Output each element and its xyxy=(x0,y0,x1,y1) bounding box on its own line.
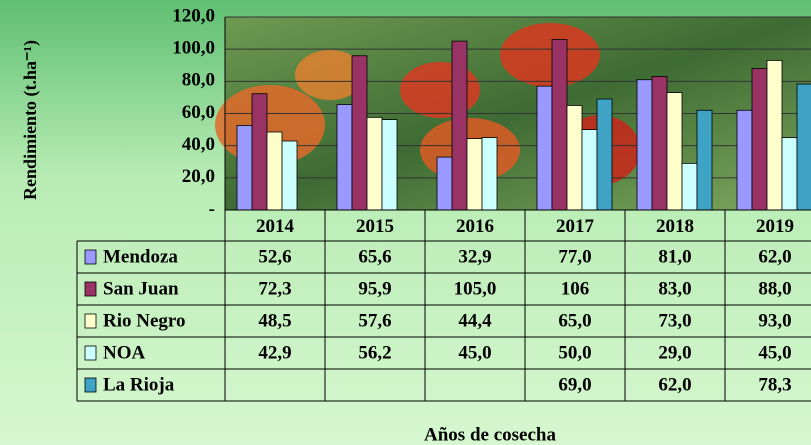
x-axis-title: Años de cosecha xyxy=(424,424,556,445)
bar xyxy=(597,99,612,210)
bar xyxy=(252,94,267,210)
data-label: 29,0 xyxy=(658,342,691,363)
data-label: 72,3 xyxy=(258,278,291,299)
legend-swatch xyxy=(85,346,96,360)
bar xyxy=(452,41,467,210)
data-label: 81,0 xyxy=(658,246,691,267)
y-tick-label: 40,0 xyxy=(182,134,215,155)
bar xyxy=(737,110,752,210)
y-tick-label: - xyxy=(209,198,215,219)
legend-label: NOA xyxy=(103,342,146,363)
bar xyxy=(767,60,782,210)
data-label: 65,6 xyxy=(358,246,391,267)
bar xyxy=(582,130,597,210)
bar xyxy=(382,120,397,210)
x-tick-label: 2014 xyxy=(256,216,295,237)
data-label: 62,0 xyxy=(758,246,791,267)
data-label: 93,0 xyxy=(758,310,791,331)
page: Rendimiento (t.ha⁻¹) Años de cosecha - 20… xyxy=(0,0,811,445)
legend-label: La Rioja xyxy=(103,374,175,395)
data-label: 44,4 xyxy=(458,310,492,331)
data-label: 88,0 xyxy=(758,278,791,299)
data-label: 65,0 xyxy=(558,310,591,331)
data-label: 95,9 xyxy=(358,278,391,299)
bar xyxy=(467,139,482,210)
bar xyxy=(637,80,652,210)
legend-label: Mendoza xyxy=(103,246,178,267)
data-label: 52,6 xyxy=(258,246,291,267)
y-tick-label: 60,0 xyxy=(182,102,215,123)
y-tick-label: 120,0 xyxy=(172,5,215,26)
bar xyxy=(652,77,667,210)
bar xyxy=(797,84,811,210)
bar xyxy=(282,141,297,210)
x-tick-label: 2018 xyxy=(656,216,694,237)
data-label: 78,3 xyxy=(758,374,791,395)
data-label: 69,0 xyxy=(558,374,591,395)
bar xyxy=(752,68,767,210)
y-tick-label: 80,0 xyxy=(182,70,215,91)
legend-label: Rio Negro xyxy=(103,310,186,331)
data-label: 105,0 xyxy=(454,278,497,299)
bar xyxy=(482,138,497,210)
y-tick-label: 100,0 xyxy=(172,38,215,59)
x-tick-label: 2017 xyxy=(556,216,595,237)
bar xyxy=(537,86,552,210)
bar xyxy=(237,125,252,210)
bar xyxy=(337,104,352,210)
data-label: 45,0 xyxy=(758,342,791,363)
y-tick-label: 20,0 xyxy=(182,166,215,187)
chart: Rendimiento (t.ha⁻¹) Años de cosecha - 20… xyxy=(0,0,811,445)
x-tick-label: 2016 xyxy=(456,216,494,237)
bar xyxy=(552,40,567,210)
bar xyxy=(267,132,282,210)
data-label: 50,0 xyxy=(558,342,591,363)
x-tick-label: 2019 xyxy=(756,216,794,237)
bar xyxy=(367,117,382,210)
bar xyxy=(682,163,697,210)
data-label: 56,2 xyxy=(358,342,391,363)
data-label: 77,0 xyxy=(558,246,591,267)
data-label: 45,0 xyxy=(458,342,491,363)
data-label: 62,0 xyxy=(658,374,691,395)
data-label: 32,9 xyxy=(458,246,491,267)
bar xyxy=(352,56,367,210)
x-tick-label: 2015 xyxy=(356,216,394,237)
bar xyxy=(667,93,682,210)
bar xyxy=(697,110,712,210)
data-label: 57,6 xyxy=(358,310,391,331)
bar xyxy=(437,157,452,210)
data-label: 73,0 xyxy=(658,310,691,331)
bar xyxy=(567,105,582,210)
data-label: 48,5 xyxy=(258,310,291,331)
legend-swatch xyxy=(85,378,96,392)
legend-label: San Juan xyxy=(103,278,179,299)
data-label: 106 xyxy=(561,278,590,299)
legend-swatch xyxy=(85,250,96,264)
y-axis-title: Rendimiento (t.ha⁻¹) xyxy=(20,40,41,200)
bar xyxy=(782,138,797,210)
legend-swatch xyxy=(85,282,96,296)
data-label: 42,9 xyxy=(258,342,291,363)
data-label: 83,0 xyxy=(658,278,691,299)
legend-swatch xyxy=(85,314,96,328)
